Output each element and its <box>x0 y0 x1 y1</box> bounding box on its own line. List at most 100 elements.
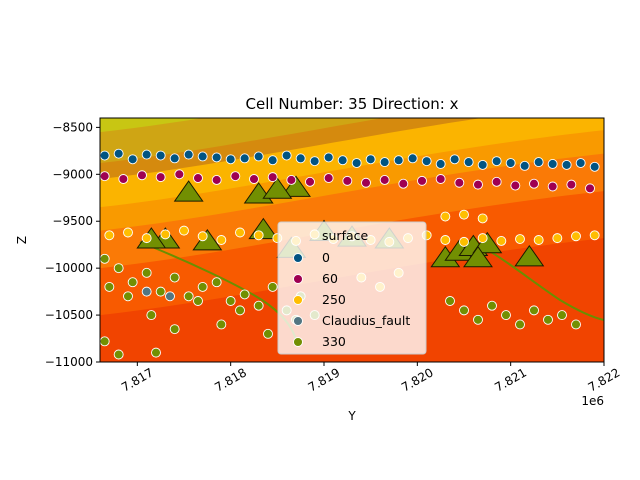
data-point <box>435 159 446 169</box>
data-point <box>286 174 297 185</box>
data-point <box>505 158 516 168</box>
data-point <box>137 170 147 181</box>
data-point <box>165 291 175 302</box>
x-tick-label: 7.821 <box>492 365 529 394</box>
data-point <box>104 281 115 292</box>
data-point <box>342 175 353 186</box>
data-point <box>169 272 180 283</box>
data-point <box>529 178 539 189</box>
orientation-marker <box>514 244 545 267</box>
legend-label: 0 <box>322 250 330 265</box>
data-point <box>267 172 278 183</box>
data-point <box>365 154 376 165</box>
data-point <box>496 235 507 246</box>
data-point <box>216 235 227 245</box>
data-point <box>197 151 208 162</box>
data-point <box>249 174 259 184</box>
data-point <box>491 156 502 167</box>
y-tick-label: −8500 <box>52 120 93 134</box>
y-tick-label: −9500 <box>52 214 93 228</box>
data-point <box>477 159 488 170</box>
legend-entries: 0 60 250 Claudius_fault 330 <box>293 250 410 349</box>
data-point <box>253 151 264 162</box>
data-point <box>113 349 124 360</box>
data-point <box>510 180 521 191</box>
data-point <box>141 286 152 297</box>
data-point <box>104 230 115 241</box>
y-tick-label: −11000 <box>45 355 93 369</box>
orientation-marker <box>281 175 311 197</box>
data-point <box>174 169 185 180</box>
data-point <box>225 296 236 306</box>
data-point <box>253 300 264 311</box>
data-point <box>100 150 110 161</box>
data-point <box>100 253 110 264</box>
orientation-marker <box>472 231 503 254</box>
x-tick-label: 7.818 <box>212 365 249 394</box>
data-point <box>155 172 166 183</box>
data-point <box>169 153 180 164</box>
data-point <box>141 233 152 244</box>
data-point <box>487 300 497 311</box>
data-point <box>533 157 544 168</box>
data-point <box>515 319 525 330</box>
data-point <box>543 314 553 325</box>
data-point <box>552 233 563 244</box>
y-tick-label: −9000 <box>52 167 93 181</box>
x-tick-label: 7.819 <box>306 365 343 394</box>
data-point <box>160 229 171 240</box>
data-point <box>169 324 180 335</box>
data-point <box>267 281 278 292</box>
data-point <box>309 156 320 167</box>
data-point <box>263 328 273 339</box>
data-point <box>459 305 469 316</box>
data-point <box>225 154 236 165</box>
x-axis: 7.817 7.818 7.819 7.820 7.821 7.822 <box>119 362 622 395</box>
data-point <box>123 291 133 302</box>
data-point <box>211 174 222 185</box>
y-axis: −8500 −9000 −9500 −10000 −10500 −11000 <box>45 120 100 369</box>
legend-label: 60 <box>322 271 338 286</box>
data-point <box>239 289 250 300</box>
legend-marker <box>293 316 303 326</box>
data-point <box>197 231 208 242</box>
x-tick-label: 7.820 <box>399 365 436 394</box>
data-point <box>589 161 600 172</box>
data-point <box>253 230 264 241</box>
data-point <box>417 175 427 186</box>
x-tick-label: 7.817 <box>119 365 156 394</box>
y-tick-label: −10000 <box>45 261 93 275</box>
data-point <box>379 157 390 168</box>
data-point <box>118 174 129 184</box>
data-point <box>515 234 525 245</box>
data-point <box>407 153 418 164</box>
x-tick-label: 7.822 <box>586 365 623 394</box>
data-point <box>113 263 124 274</box>
data-point <box>501 310 511 321</box>
data-point <box>445 296 455 306</box>
data-point <box>235 305 245 316</box>
data-point <box>589 230 600 241</box>
data-point <box>547 159 558 169</box>
data-point <box>361 177 371 188</box>
data-point <box>351 158 362 168</box>
legend-label: Claudius_fault <box>322 313 410 328</box>
data-point <box>575 158 586 168</box>
data-point <box>491 176 502 187</box>
y-axis-label: Z <box>15 236 29 244</box>
data-point <box>440 211 451 222</box>
legend-marker <box>293 295 303 305</box>
data-point <box>557 310 567 321</box>
data-point <box>337 155 348 166</box>
data-point <box>141 149 152 160</box>
data-point <box>547 181 558 192</box>
data-point <box>473 179 483 190</box>
data-point <box>193 296 203 306</box>
data-point <box>533 235 544 245</box>
data-point <box>267 155 278 166</box>
chart-title: Cell Number: 35 Direction: x <box>246 95 459 113</box>
x-axis-offset: 1e6 <box>581 394 604 408</box>
data-point <box>571 231 581 242</box>
data-point <box>183 149 194 160</box>
data-point <box>100 171 110 182</box>
